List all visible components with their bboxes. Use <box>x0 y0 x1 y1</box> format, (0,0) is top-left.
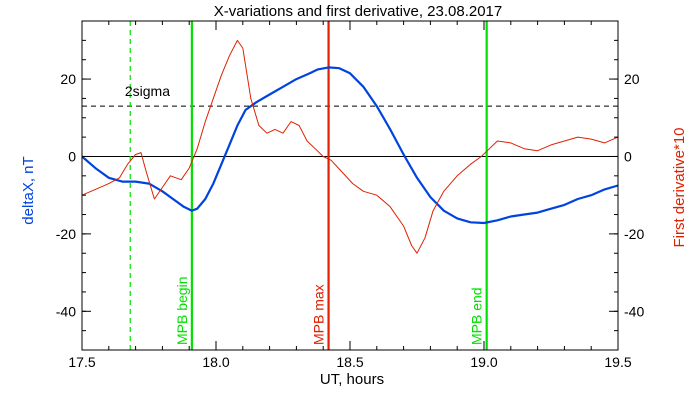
x-tick-label: 19.5 <box>604 354 631 370</box>
marker-label-1: MPB begin <box>174 277 190 345</box>
marker-label-3: MPB end <box>469 287 485 345</box>
series-line-deltax <box>81 66 619 225</box>
y-tick-label-right: -40 <box>624 303 644 319</box>
threshold-label: 2sigma <box>125 83 170 99</box>
y-tick-label-left: 20 <box>60 71 76 87</box>
x-axis-title: UT, hours <box>320 371 384 388</box>
y-tick-label-left: -20 <box>56 226 76 242</box>
marker-label-2: MPB max <box>311 284 327 345</box>
y-tick-label-right: 0 <box>624 148 632 164</box>
y-axis-title-left: deltaX, nT <box>20 156 37 224</box>
plot-frame <box>81 20 619 351</box>
axis-ticks <box>81 20 619 351</box>
y-tick-label-left: 0 <box>68 148 76 164</box>
series-line-derivative <box>81 39 619 254</box>
chart-title: X-variations and first derivative, 23.08… <box>214 3 503 20</box>
chart-guides <box>82 105 618 157</box>
y-axis-title-right: First derivative*10 <box>671 127 688 247</box>
chart-labels: 2sigma MPB begin MPB max MPB end 17.5 18.0 18.… <box>20 3 688 388</box>
x-tick-label: 19.0 <box>470 354 497 370</box>
y-tick-label-right: -20 <box>624 226 644 242</box>
x-tick-label: 18.0 <box>202 354 229 370</box>
chart-series <box>81 39 619 254</box>
x-tick-label: 18.5 <box>336 354 363 370</box>
y-tick-label-left: -40 <box>56 303 76 319</box>
x-tick-label: 17.5 <box>68 354 95 370</box>
y-tick-label-right: 20 <box>624 71 640 87</box>
vertical-markers <box>129 21 488 350</box>
